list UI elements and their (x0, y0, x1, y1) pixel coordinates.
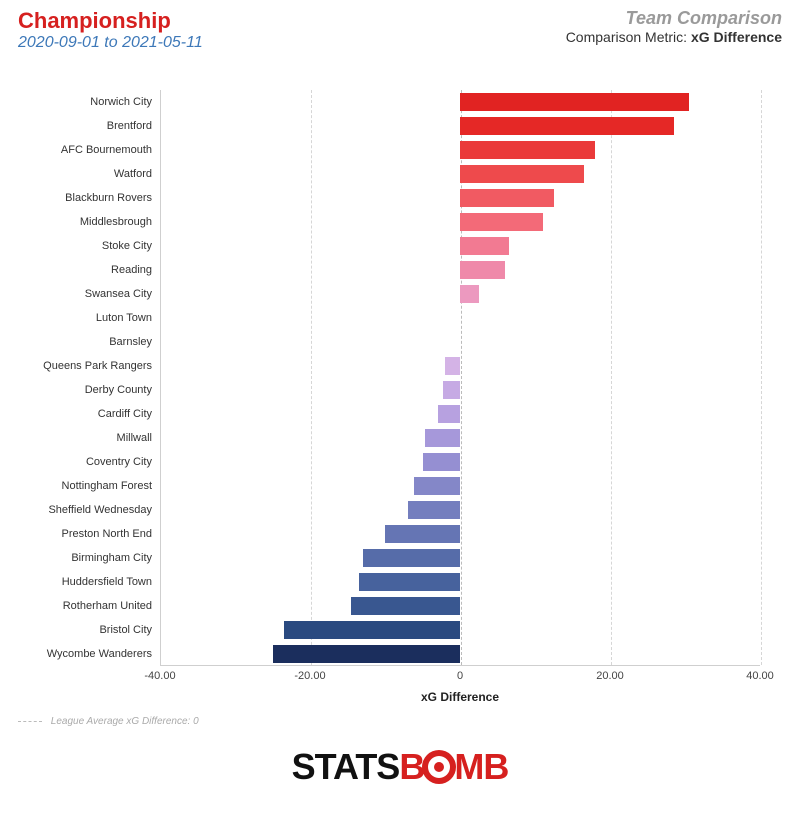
team-label: Millwall (2, 426, 152, 450)
bar-row: Huddersfield Town (160, 570, 760, 594)
bar-row: Swansea City (160, 282, 760, 306)
gridline (761, 90, 762, 665)
header-left: Championship 2020-09-01 to 2021-05-11 (18, 8, 203, 52)
bar (414, 477, 461, 495)
bar-row: Brentford (160, 114, 760, 138)
team-label: Watford (2, 162, 152, 186)
bar-row: Blackburn Rovers (160, 186, 760, 210)
logo-part-b: B (399, 746, 424, 788)
bar-row: Preston North End (160, 522, 760, 546)
bar (460, 285, 479, 303)
bar-row: Barnsley (160, 330, 760, 354)
team-label: Preston North End (2, 522, 152, 546)
bar (284, 621, 460, 639)
bar-row: Coventry City (160, 450, 760, 474)
team-label: Norwich City (2, 90, 152, 114)
bar (351, 597, 460, 615)
bar (460, 93, 689, 111)
x-tick-label: -40.00 (144, 670, 175, 682)
team-label: Reading (2, 258, 152, 282)
bar (273, 645, 461, 663)
league-average-text: League Average xG Difference: 0 (51, 716, 199, 727)
bar (460, 261, 505, 279)
logo-part-mb: MB (454, 746, 508, 788)
bar-row: Birmingham City (160, 546, 760, 570)
metric-label: Comparison Metric: (566, 29, 687, 45)
bar-row: Millwall (160, 426, 760, 450)
team-label: Wycombe Wanderers (2, 642, 152, 666)
bar-row: Cardiff City (160, 402, 760, 426)
bar (460, 165, 584, 183)
bar-row: Watford (160, 162, 760, 186)
team-label: Luton Town (2, 306, 152, 330)
dashed-line-icon (18, 721, 42, 722)
target-icon (422, 750, 456, 784)
team-label: Coventry City (2, 450, 152, 474)
bar-row: Queens Park Rangers (160, 354, 760, 378)
bar (460, 213, 543, 231)
team-label: Stoke City (2, 234, 152, 258)
bar-row: Nottingham Forest (160, 474, 760, 498)
team-label: Derby County (2, 378, 152, 402)
team-label: Cardiff City (2, 402, 152, 426)
bar-row: Stoke City (160, 234, 760, 258)
x-axis-label: xG Difference (160, 690, 760, 704)
x-tick-label: -20.00 (294, 670, 325, 682)
bar (359, 573, 460, 591)
header-right: Team Comparison Comparison Metric: xG Di… (566, 8, 782, 45)
team-label: Brentford (2, 114, 152, 138)
bar (438, 405, 461, 423)
team-label: Rotherham United (2, 594, 152, 618)
bar-row: AFC Bournemouth (160, 138, 760, 162)
bar (363, 549, 461, 567)
x-tick-label: 20.00 (596, 670, 624, 682)
x-tick-label: 40.00 (746, 670, 774, 682)
logo-part-stats: STATS (292, 746, 400, 788)
bar (425, 429, 460, 447)
bar (443, 381, 460, 399)
x-tick-label: 0 (457, 670, 463, 682)
subtitle: Team Comparison (566, 8, 782, 29)
header: Championship 2020-09-01 to 2021-05-11 Te… (0, 0, 800, 56)
bar (408, 501, 461, 519)
bar-row: Derby County (160, 378, 760, 402)
team-label: Birmingham City (2, 546, 152, 570)
league-average-note: League Average xG Difference: 0 (18, 716, 199, 727)
bar (385, 525, 460, 543)
team-label: AFC Bournemouth (2, 138, 152, 162)
bar (423, 453, 461, 471)
date-range: 2020-09-01 to 2021-05-11 (18, 34, 203, 52)
page-title: Championship (18, 8, 203, 34)
team-label: Bristol City (2, 618, 152, 642)
team-label: Sheffield Wednesday (2, 498, 152, 522)
bar-row: Rotherham United (160, 594, 760, 618)
bar (460, 117, 674, 135)
bar (460, 237, 509, 255)
bar (445, 357, 460, 375)
team-label: Swansea City (2, 282, 152, 306)
logo-text: STATSB MB (292, 746, 509, 788)
bar-row: Bristol City (160, 618, 760, 642)
team-label: Nottingham Forest (2, 474, 152, 498)
bar-row: Middlesbrough (160, 210, 760, 234)
logo: STATSB MB (0, 746, 800, 788)
bar (460, 189, 554, 207)
team-label: Queens Park Rangers (2, 354, 152, 378)
bar-row: Wycombe Wanderers (160, 642, 760, 666)
metric-value: xG Difference (691, 29, 782, 45)
metric-line: Comparison Metric: xG Difference (566, 29, 782, 45)
team-label: Middlesbrough (2, 210, 152, 234)
team-label: Blackburn Rovers (2, 186, 152, 210)
chart: xG Difference -40.00 -20.00 0 20.00 40.00 Nor… (0, 80, 800, 720)
bar-row: Sheffield Wednesday (160, 498, 760, 522)
bar-row: Luton Town (160, 306, 760, 330)
bar-row: Norwich City (160, 90, 760, 114)
team-label: Huddersfield Town (2, 570, 152, 594)
team-label: Barnsley (2, 330, 152, 354)
bar-row: Reading (160, 258, 760, 282)
bar (460, 141, 595, 159)
